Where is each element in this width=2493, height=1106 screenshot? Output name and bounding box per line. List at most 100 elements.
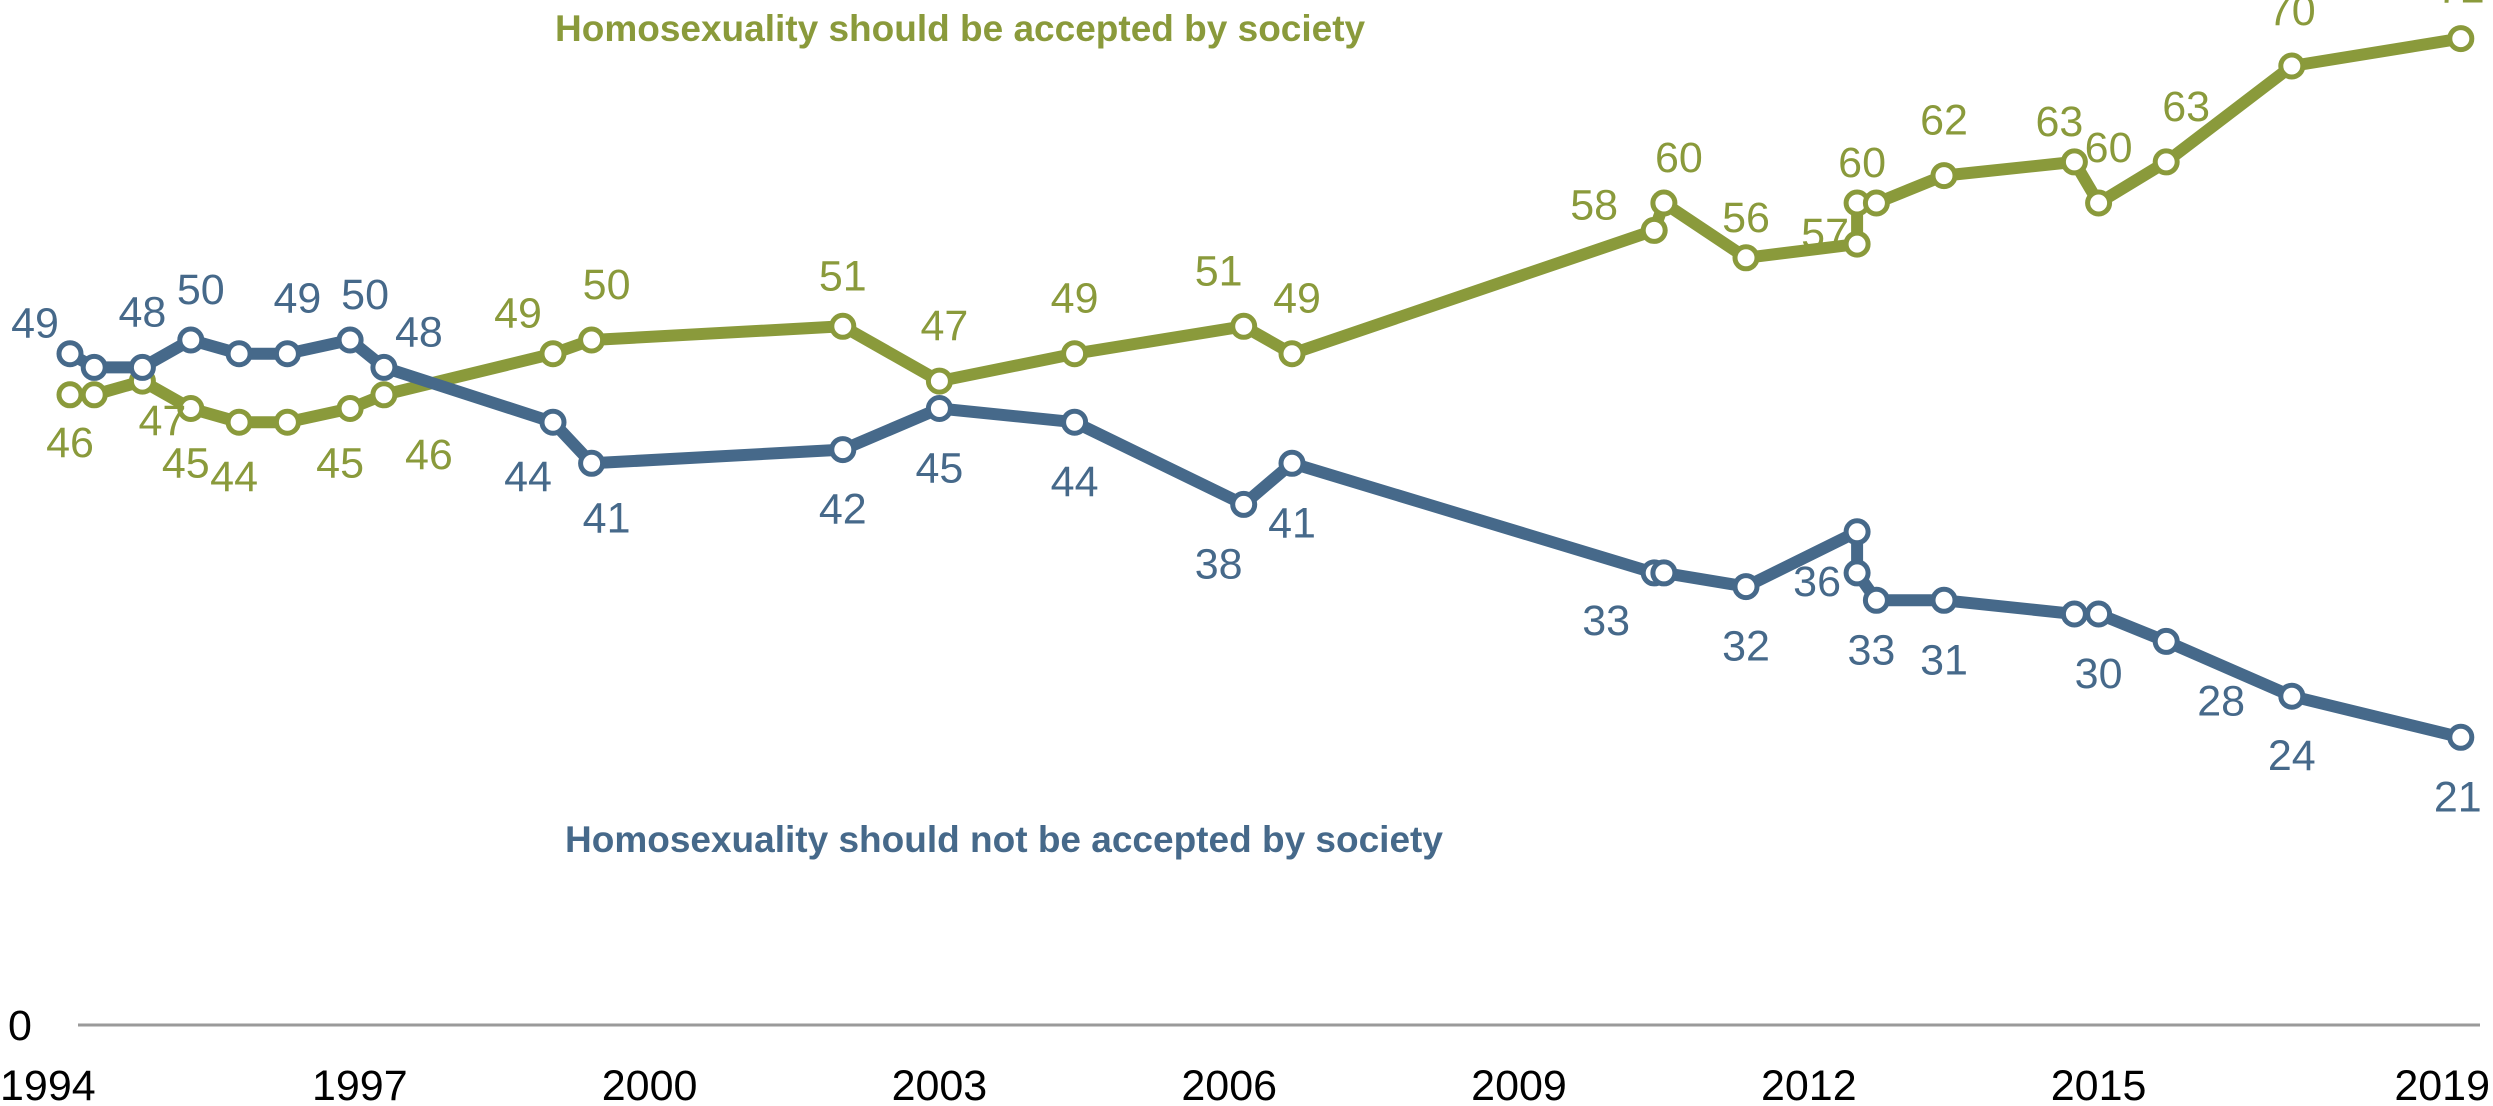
data-point-0-6 (336, 395, 364, 422)
data-point-0-14 (1278, 340, 1306, 368)
data-label-1-24: 28 (2197, 677, 2245, 725)
data-point-0-23 (2085, 189, 2113, 217)
data-point-1-9 (578, 449, 606, 477)
data-label-1-10: 42 (819, 486, 867, 534)
data-point-1-23 (2085, 600, 2113, 628)
series-title-accepted: Homosexuality should be accepted by soci… (555, 8, 1366, 49)
data-point-1-12 (1061, 408, 1089, 436)
data-label-1-25: 24 (2268, 732, 2316, 780)
series-line-0 (64, 32, 2467, 429)
data-label-0-22: 63 (2035, 98, 2083, 146)
x-tick-label-2015: 2015 (2051, 1062, 2147, 1106)
data-label-1-3: 50 (177, 266, 225, 314)
x-axis-ticks: 1994 1997 2000 2003 2006 2009 2012 2015 2019 (0, 1062, 2490, 1106)
data-label-0-4: 44 (210, 453, 258, 501)
data-point-1-25 (2278, 682, 2306, 710)
data-label-1-8: 44 (504, 453, 552, 501)
data-point-0-17 (1732, 244, 1760, 272)
data-point-0-0 (56, 381, 84, 409)
data-point-0-26 (2447, 25, 2475, 53)
data-point-1-3 (177, 326, 205, 354)
data-label-1-15: 33 (1582, 597, 1630, 645)
data-point-0-21 (1930, 162, 1958, 190)
data-point-0-16 (1650, 189, 1678, 217)
data-label-1-17: 32 (1722, 623, 1770, 671)
data-point-1-0 (56, 340, 84, 368)
data-label-1-9: 41 (583, 494, 631, 542)
x-tick-label-2006: 2006 (1181, 1062, 1277, 1106)
data-point-0-8 (539, 340, 567, 368)
data-label-0-10: 51 (819, 252, 867, 300)
data-point-1-22 (2060, 600, 2088, 628)
data-label-0-15: 58 (1570, 181, 1618, 229)
data-label-0-6: 45 (316, 440, 364, 488)
series-markers (56, 25, 2475, 751)
x-tick-label-1997: 1997 (312, 1062, 408, 1106)
data-label-1-20: 33 (1847, 626, 1895, 674)
data-label-0-25: 70 (2268, 0, 2316, 35)
x-tick-label-2000: 2000 (602, 1062, 698, 1106)
data-point-1-21 (1930, 586, 1958, 614)
data-point-1-2 (128, 353, 156, 381)
data-point-1-19 (1843, 559, 1871, 587)
data-label-1-21: 31 (1920, 636, 1968, 684)
data-label-0-9: 50 (583, 261, 631, 309)
data-point-0-13 (1230, 312, 1258, 340)
data-point-1-4 (225, 340, 253, 368)
data-point-0-10 (829, 312, 857, 340)
data-label-0-14: 49 (1273, 275, 1321, 323)
data-label-0-26: 72 (2437, 0, 2485, 13)
data-label-1-18: 36 (1793, 558, 1841, 606)
data-label-1-23: 30 (2075, 650, 2123, 698)
data-label-1-12: 44 (1051, 458, 1099, 506)
data-point-1-24 (2152, 627, 2180, 655)
data-label-1-7: 48 (395, 308, 443, 356)
data-point-1-8 (539, 408, 567, 436)
data-label-0-0: 46 (46, 419, 94, 467)
data-point-0-12 (1061, 340, 1089, 368)
data-point-0-24 (2152, 148, 2180, 176)
x-tick-label-2019: 2019 (2394, 1062, 2490, 1106)
data-label-0-2: 47 (138, 397, 186, 445)
data-label-1-0: 49 (11, 300, 59, 348)
data-point-0-3 (177, 395, 205, 422)
data-point-0-18 (1843, 230, 1871, 258)
data-label-0-12: 49 (1051, 275, 1099, 323)
data-label-0-3: 45 (162, 440, 210, 488)
x-tick-label-2009: 2009 (1471, 1062, 1567, 1106)
data-label-1-13: 38 (1195, 540, 1243, 588)
data-label-0-21: 62 (1920, 97, 1968, 145)
data-point-0-20 (1862, 189, 1890, 217)
data-label-1-14: 41 (1268, 499, 1316, 547)
data-label-0-16: 60 (1655, 134, 1703, 182)
data-label-0-19: 60 (1838, 139, 1886, 187)
series-title-not-accepted: Homosexuality should not be accepted by … (565, 819, 1443, 860)
data-label-1-26: 21 (2434, 773, 2482, 821)
data-label-0-18: 57 (1801, 210, 1849, 258)
data-label-0-17: 56 (1722, 194, 1770, 242)
data-label-0-24: 63 (2162, 83, 2210, 131)
data-point-0-1 (80, 381, 108, 409)
data-point-0-9 (578, 326, 606, 354)
data-label-1-5: 49 (273, 275, 321, 323)
data-label-0-7: 46 (405, 431, 453, 479)
data-point-1-20 (1862, 586, 1890, 614)
data-point-1-11 (925, 395, 953, 422)
data-point-1-18 (1843, 518, 1871, 546)
data-point-1-5 (273, 340, 301, 368)
data-point-1-17 (1732, 573, 1760, 601)
data-point-0-11 (925, 367, 953, 395)
data-point-0-15 (1640, 216, 1668, 244)
data-label-1-2: 48 (118, 288, 166, 336)
data-point-0-4 (225, 408, 253, 436)
data-label-0-11: 47 (920, 302, 968, 350)
y-tick-label: 0 (8, 1002, 32, 1050)
data-point-1-26 (2447, 723, 2475, 751)
data-point-1-16 (1650, 559, 1678, 587)
data-point-0-7 (370, 381, 398, 409)
data-label-0-23: 60 (2085, 124, 2133, 172)
x-tick-label-2012: 2012 (1761, 1062, 1857, 1106)
data-point-1-6 (336, 326, 364, 354)
